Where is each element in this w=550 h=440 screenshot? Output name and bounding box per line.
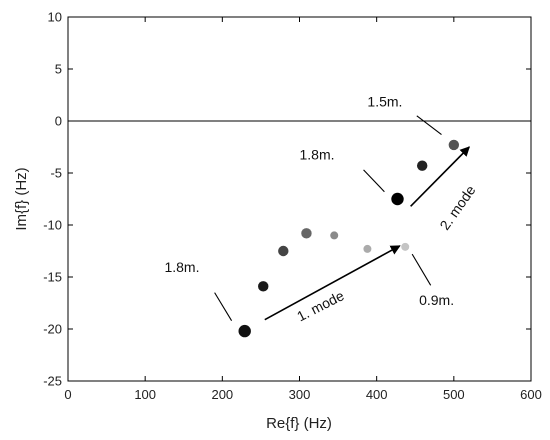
data-point: [258, 281, 269, 292]
data-point: [278, 245, 289, 257]
data-point: [391, 192, 404, 206]
x-tick-label: 600: [520, 387, 542, 402]
y-tick-label: -10: [43, 218, 62, 233]
data-point: [238, 324, 251, 338]
y-tick-label: 10: [48, 10, 62, 25]
data-point: [401, 242, 410, 251]
data-point: [448, 139, 460, 151]
data-point: [330, 231, 339, 240]
annotation-label: 1.8m.: [300, 146, 335, 162]
x-tick-label: 500: [443, 387, 465, 402]
y-axis-label: Im{f} (Hz): [13, 167, 30, 230]
x-tick-label: 200: [211, 387, 233, 402]
annotation-label: 1. mode: [294, 287, 347, 324]
y-tick-label: 5: [55, 62, 62, 77]
annotation-leader-line: [411, 253, 432, 286]
annotation-label: 1.5m.: [367, 93, 402, 109]
x-tick-label: 400: [366, 387, 388, 402]
y-tick-label: -25: [43, 374, 62, 389]
annotation-leader-line: [214, 292, 233, 321]
data-point: [301, 228, 312, 239]
annotation-label: 2. mode: [436, 182, 478, 233]
y-tick-label: -15: [43, 270, 62, 285]
annotation-leader-line: [416, 115, 442, 135]
mode-arrow: [264, 245, 401, 321]
annotation-label: 1.8m.: [164, 259, 199, 275]
y-tick-label: 0: [55, 114, 62, 129]
data-point: [363, 244, 372, 253]
y-tick-label: -5: [50, 166, 62, 181]
x-tick-label: 100: [134, 387, 156, 402]
x-axis-label: Re{f} (Hz): [266, 415, 332, 432]
x-tick-label: 0: [64, 387, 71, 402]
data-point: [416, 160, 428, 171]
mode-arrow: [410, 146, 470, 207]
marks-group: [238, 139, 460, 338]
annotation-leader-line: [363, 169, 385, 193]
annotation-label: 0.9m.: [419, 292, 454, 308]
annotations-group: 1.8m. 0.9m. 1.8m. 1.5m. 1. mode 2. mode: [164, 93, 478, 324]
x-tick-label: 300: [289, 387, 311, 402]
axes-group: 0 100 200 300 400 500 600 10 5 0 -5 -10 -15 -20 -25: [43, 10, 542, 403]
y-tick-label: -20: [43, 322, 62, 337]
